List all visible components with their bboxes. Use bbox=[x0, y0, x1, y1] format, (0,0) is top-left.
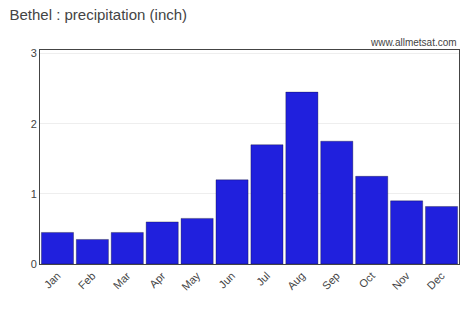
svg-text:Apr: Apr bbox=[147, 269, 168, 290]
svg-text:Jun: Jun bbox=[216, 270, 237, 291]
svg-text:Feb: Feb bbox=[76, 270, 98, 292]
svg-text:Nov: Nov bbox=[390, 269, 413, 292]
svg-text:Dec: Dec bbox=[425, 269, 448, 292]
svg-text:Jul: Jul bbox=[254, 270, 272, 288]
svg-text:Bethel : precipitation (inch): Bethel : precipitation (inch) bbox=[9, 6, 187, 23]
svg-text:Oct: Oct bbox=[356, 270, 377, 291]
svg-text:May: May bbox=[179, 269, 203, 293]
svg-text:1: 1 bbox=[31, 188, 37, 200]
svg-text:2: 2 bbox=[31, 118, 37, 130]
svg-text:3: 3 bbox=[31, 47, 37, 59]
svg-text:www.allmetsat.com: www.allmetsat.com bbox=[370, 37, 457, 48]
svg-text:Jan: Jan bbox=[42, 270, 63, 291]
svg-text:Sep: Sep bbox=[320, 270, 342, 292]
svg-text:Mar: Mar bbox=[111, 269, 133, 291]
svg-text:Aug: Aug bbox=[285, 270, 307, 292]
svg-text:0: 0 bbox=[31, 258, 37, 270]
